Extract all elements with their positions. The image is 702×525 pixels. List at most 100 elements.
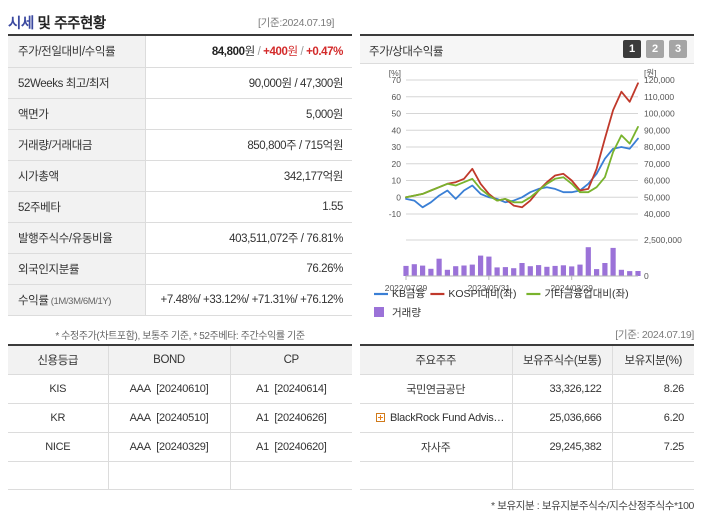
row-label-main: 수익률 xyxy=(18,294,49,307)
change-rate: +0.47% xyxy=(306,46,343,59)
svg-text:40: 40 xyxy=(392,125,402,135)
quote-summary-panel: 주가/전일대비/수익률 84,800원 / +400원 / +0.47% 52W… xyxy=(8,34,352,316)
expand-plus-icon[interactable] xyxy=(376,412,385,422)
table-header-row: 신용등급 BOND CP xyxy=(8,346,352,375)
cell-agency: NICE xyxy=(8,432,109,462)
column-header-cp: CP xyxy=(230,346,352,375)
svg-text:120,000: 120,000 xyxy=(644,75,675,85)
cell-bond: AAA [20240329] xyxy=(108,432,231,462)
cell-cp: A1 [20240620] xyxy=(230,432,352,462)
column-header-bond: BOND xyxy=(108,346,231,375)
price-relative-return-chart-panel: 주가/상대수익률 1 2 3 -10 40,000 0 50,000 10 60,000 2… xyxy=(360,34,694,324)
column-header-shareholder: 주요주주 xyxy=(360,346,513,375)
page-title-accent: 시세 xyxy=(8,16,34,32)
cell-shares: 29,245,382 xyxy=(512,432,613,462)
credit-rating-table: 신용등급 BOND CP KIS AAA [20240610] A1 [2024… xyxy=(8,346,352,490)
cell-ratio xyxy=(612,461,694,490)
row-value: 1.55 xyxy=(145,191,352,223)
cell-shareholder-name xyxy=(360,461,513,490)
svg-text:[원]: [원] xyxy=(644,68,657,78)
cell-shares xyxy=(512,461,613,490)
cp-date: [20240626] xyxy=(274,411,327,424)
row-value: 90,000원 / 47,300원 xyxy=(145,67,352,99)
chart-tab-2[interactable]: 2 xyxy=(646,40,664,58)
cp-grade: A1 xyxy=(256,411,269,424)
cell-ratio: 7.25 xyxy=(612,432,694,462)
bond-grade: AAA xyxy=(129,440,151,453)
table-row: KR AAA [20240510] A1 [20240626] xyxy=(8,403,352,433)
chart-tab-group: 1 2 3 xyxy=(623,40,687,58)
cell-cp xyxy=(230,461,352,490)
page-title: 시세 및 주주현황 xyxy=(8,12,106,33)
cell-shareholder-name: 국민연금공단 xyxy=(360,374,513,404)
svg-text:KOSPI대비(좌): KOSPI대비(좌) xyxy=(448,288,516,300)
table-row: NICE AAA [20240329] A1 [20240620] xyxy=(8,432,352,462)
svg-text:2,500,000: 2,500,000 xyxy=(644,235,682,245)
page-header: 시세 및 주주현황 [기준:2024.07.19] xyxy=(0,0,702,32)
cell-shareholder-name: 자사주 xyxy=(360,432,513,462)
cell-bond: AAA [20240610] xyxy=(108,374,231,404)
column-header-ratio: 보유지분(%) xyxy=(612,346,694,375)
svg-text:100,000: 100,000 xyxy=(644,109,675,119)
cp-date: [20240614] xyxy=(274,382,327,395)
svg-text:40,000: 40,000 xyxy=(644,209,670,219)
cp-date: [20240620] xyxy=(274,440,327,453)
table-row: BlackRock Fund Advis… 25,036,666 6.20 xyxy=(360,403,694,433)
table-row-empty xyxy=(360,461,694,490)
cell-cp: A1 [20240626] xyxy=(230,403,352,433)
quote-table-footnote: * 수정주가(차트포함), 보통주 기준, * 52주베타: 주간수익률 기준 xyxy=(55,331,305,342)
chart-body: -10 40,000 0 50,000 10 60,000 20 70,000 30 80,000… xyxy=(360,64,694,324)
table-row: 자사주 29,245,382 7.25 xyxy=(360,432,694,462)
svg-text:90,000: 90,000 xyxy=(644,125,670,135)
cell-shares: 33,326,122 xyxy=(512,374,613,404)
row-label: 52주베타 xyxy=(8,191,146,223)
quote-summary-table: 주가/전일대비/수익률 84,800원 / +400원 / +0.47% 52W… xyxy=(8,36,352,316)
row-label-sub: (1M/3M/6M/1Y) xyxy=(48,295,112,307)
svg-text:KB금융: KB금융 xyxy=(392,288,426,300)
row-value: 342,177억원 xyxy=(145,160,352,192)
cell-cp: A1 [20240614] xyxy=(230,374,352,404)
chart-title: 주가/상대수익률 xyxy=(369,46,444,58)
chart-tab-1[interactable]: 1 xyxy=(623,40,641,58)
credit-rating-panel: 신용등급 BOND CP KIS AAA [20240610] A1 [2024… xyxy=(8,344,352,490)
svg-text:70,000: 70,000 xyxy=(644,159,670,169)
table-row: 외국인지분률 76.26% xyxy=(8,253,352,285)
row-value: 5,000원 xyxy=(145,98,352,130)
column-header-shares: 보유주식수(보통) xyxy=(512,346,613,375)
table-row: 시가총액 342,177억원 xyxy=(8,160,352,192)
table-row: 발행주식수/유동비율 403,511,072주 / 76.81% xyxy=(8,222,352,254)
cell-shareholder-name[interactable]: BlackRock Fund Advis… xyxy=(360,403,513,433)
row-label: 외국인지분률 xyxy=(8,253,146,285)
row-label: 액면가 xyxy=(8,98,146,130)
change-unit: 원 xyxy=(287,46,298,59)
svg-text:2022/07/29: 2022/07/29 xyxy=(385,283,428,293)
bond-date: [20240510] xyxy=(156,411,209,424)
major-shareholder-table: 주요주주 보유주식수(보통) 보유지분(%) 국민연금공단 33,326,122… xyxy=(360,346,694,490)
svg-text:50,000: 50,000 xyxy=(644,192,670,202)
svg-text:70: 70 xyxy=(392,75,402,85)
chart-tab-3[interactable]: 3 xyxy=(669,40,687,58)
shareholder-table-footnote: * 보유지분 : 보유지분주식수/지수산정주식수*100 xyxy=(491,500,694,512)
row-value: +7.48%/ +33.12%/ +71.31%/ +76.12% xyxy=(145,284,352,316)
row-label: 거래량/거래대금 xyxy=(8,129,146,161)
table-row: 52Weeks 최고/최저 90,000원 / 47,300원 xyxy=(8,67,352,99)
bond-date: [20240329] xyxy=(156,440,209,453)
column-header-agency: 신용등급 xyxy=(8,346,109,375)
svg-text:60,000: 60,000 xyxy=(644,176,670,186)
cell-ratio: 8.26 xyxy=(612,374,694,404)
row-value: 84,800원 / +400원 / +0.47% xyxy=(145,36,352,68)
shareholder-name-label: BlackRock Fund Advis… xyxy=(390,411,505,424)
table-row-empty xyxy=(8,461,352,490)
holder-as-of-date: [기준: 2024.07.19] xyxy=(615,329,694,341)
major-shareholder-panel: 주요주주 보유주식수(보통) 보유지분(%) 국민연금공단 33,326,122… xyxy=(360,344,694,490)
row-value: 850,800주 / 715억원 xyxy=(145,129,352,161)
bond-grade: AAA xyxy=(129,411,151,424)
cell-agency: KR xyxy=(8,403,109,433)
price-relative-return-chart[interactable]: -10 40,000 0 50,000 10 60,000 20 70,000 30 80,000… xyxy=(360,64,694,322)
bond-date: [20240610] xyxy=(156,382,209,395)
svg-text:2023/05/31: 2023/05/31 xyxy=(468,283,511,293)
cell-ratio: 6.20 xyxy=(612,403,694,433)
svg-text:110,000: 110,000 xyxy=(644,92,674,102)
row-value: 403,511,072주 / 76.81% xyxy=(145,222,352,254)
